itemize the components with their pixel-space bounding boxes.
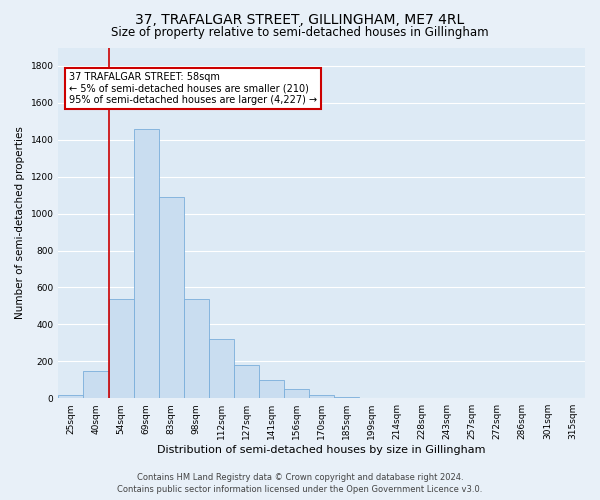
Text: Size of property relative to semi-detached houses in Gillingham: Size of property relative to semi-detach… bbox=[111, 26, 489, 39]
Bar bbox=[309, 394, 334, 398]
Bar bbox=[58, 394, 83, 398]
Bar bbox=[209, 339, 234, 398]
Text: Contains HM Land Registry data © Crown copyright and database right 2024.
Contai: Contains HM Land Registry data © Crown c… bbox=[118, 472, 482, 494]
Bar bbox=[109, 298, 134, 398]
Text: 37 TRAFALGAR STREET: 58sqm
← 5% of semi-detached houses are smaller (210)
95% of: 37 TRAFALGAR STREET: 58sqm ← 5% of semi-… bbox=[69, 72, 317, 105]
Text: 37, TRAFALGAR STREET, GILLINGHAM, ME7 4RL: 37, TRAFALGAR STREET, GILLINGHAM, ME7 4R… bbox=[136, 12, 464, 26]
X-axis label: Distribution of semi-detached houses by size in Gillingham: Distribution of semi-detached houses by … bbox=[157, 445, 486, 455]
Bar bbox=[134, 128, 159, 398]
Bar bbox=[83, 370, 109, 398]
Bar bbox=[234, 365, 259, 398]
Bar bbox=[159, 197, 184, 398]
Bar bbox=[184, 298, 209, 398]
Bar bbox=[284, 389, 309, 398]
Y-axis label: Number of semi-detached properties: Number of semi-detached properties bbox=[15, 126, 25, 320]
Bar bbox=[259, 380, 284, 398]
